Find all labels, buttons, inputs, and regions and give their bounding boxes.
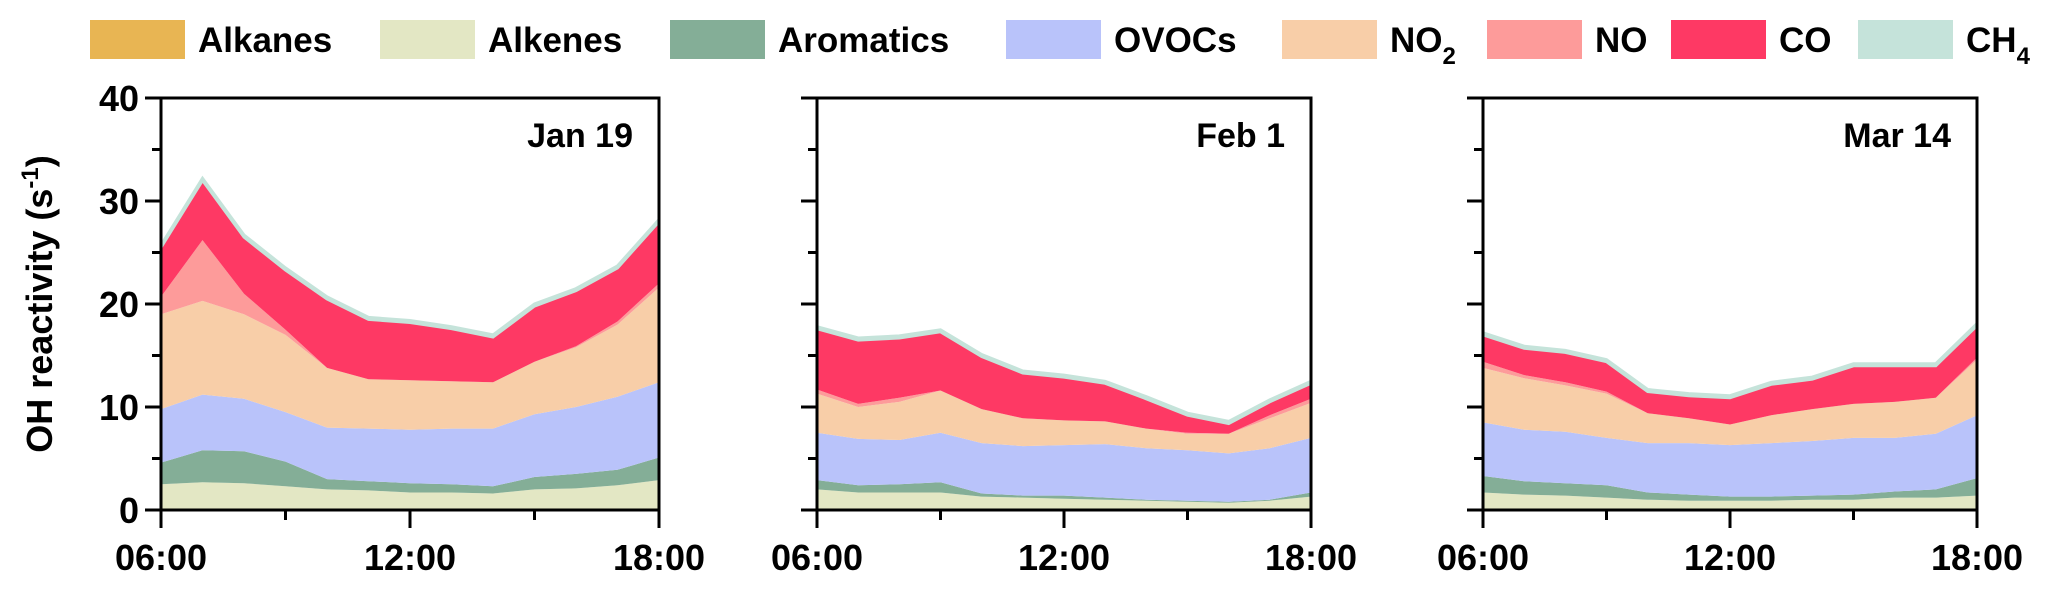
legend-label-no2: NO2 bbox=[1390, 21, 1456, 70]
legend-text: Aromatics bbox=[778, 21, 949, 60]
area-alkenes bbox=[817, 489, 1311, 510]
legend-label-alkanes: Alkanes bbox=[198, 21, 332, 60]
legend-text: NO bbox=[1390, 21, 1443, 60]
legend: Alkanes Alkenes Aromatics OVOCs NO2 NO CO CH4 bbox=[90, 20, 2031, 70]
legend-text: NO bbox=[1595, 21, 1648, 60]
area-no2 bbox=[817, 390, 1311, 454]
area-ovocs bbox=[161, 382, 659, 487]
panels: 0 10 20 30 40 06:00 12:00 18:00 Jan 19 06:00 12:00… bbox=[99, 78, 2023, 578]
legend-text: OVOCs bbox=[1114, 21, 1237, 60]
legend-label-no: NO bbox=[1595, 21, 1648, 60]
area-aromatics bbox=[1483, 476, 1977, 501]
y-tick-label: 10 bbox=[99, 387, 139, 428]
legend-label-co: CO bbox=[1779, 21, 1832, 60]
legend-text: Alkanes bbox=[198, 21, 332, 60]
x-tick-label: 06:00 bbox=[771, 537, 863, 578]
y-tick-label: 40 bbox=[99, 78, 139, 119]
panel-3: 06:00 12:00 18:00 Mar 14 bbox=[1437, 96, 2023, 578]
legend-swatch-no2 bbox=[1282, 20, 1377, 59]
legend-label-alkenes: Alkenes bbox=[488, 21, 622, 60]
legend-label-ovocs: OVOCs bbox=[1114, 21, 1237, 60]
y-axis-label: OH reactivity (s-1) bbox=[17, 155, 60, 452]
area-co bbox=[161, 180, 659, 383]
legend-swatch-co bbox=[1671, 20, 1766, 59]
panel-title: Jan 19 bbox=[527, 117, 633, 155]
panel-title: Feb 1 bbox=[1196, 117, 1285, 155]
x-tick-label: 18:00 bbox=[613, 537, 705, 578]
x-tick-label: 06:00 bbox=[1437, 537, 1529, 578]
legend-text: CO bbox=[1779, 21, 1832, 60]
area-co bbox=[817, 328, 1311, 434]
legend-label-ch4: CH4 bbox=[1966, 21, 2031, 70]
legend-swatch-ch4 bbox=[1858, 20, 1953, 59]
legend-swatch-alkenes bbox=[380, 20, 475, 59]
area-co bbox=[1483, 325, 1977, 425]
x-tick-label: 06:00 bbox=[115, 537, 207, 578]
x-tick-label: 18:00 bbox=[1265, 537, 1357, 578]
legend-swatch-no bbox=[1487, 20, 1582, 59]
area-no2 bbox=[161, 287, 659, 430]
panel-2: 06:00 12:00 18:00 Feb 1 bbox=[771, 96, 1357, 578]
y-tick-label: 30 bbox=[99, 181, 139, 222]
legend-swatch-ovocs bbox=[1006, 20, 1101, 59]
panel-1: 0 10 20 30 40 06:00 12:00 18:00 Jan 19 bbox=[99, 78, 705, 578]
legend-text: Alkenes bbox=[488, 21, 622, 60]
legend-label-aromatics: Aromatics bbox=[778, 21, 949, 60]
legend-text: CH bbox=[1966, 21, 2017, 60]
area-no bbox=[161, 240, 659, 383]
legend-swatch-alkanes bbox=[90, 20, 185, 59]
area-aromatics bbox=[161, 450, 659, 494]
legend-subscript: 2 bbox=[1443, 43, 1456, 70]
x-tick-label: 18:00 bbox=[1931, 537, 2023, 578]
area-no2 bbox=[1483, 359, 1977, 446]
area-alkenes bbox=[161, 480, 659, 510]
panel-title: Mar 14 bbox=[1843, 117, 1951, 155]
area-aromatics bbox=[817, 480, 1311, 503]
y-tick-label: 0 bbox=[119, 490, 139, 531]
area-ovocs bbox=[817, 432, 1311, 502]
x-tick-label: 12:00 bbox=[364, 537, 456, 578]
area-ovocs bbox=[1483, 415, 1977, 497]
area-alkenes bbox=[1483, 492, 1977, 510]
legend-subscript: 4 bbox=[2017, 43, 2031, 70]
x-tick-label: 12:00 bbox=[1018, 537, 1110, 578]
legend-swatch-aromatics bbox=[670, 20, 765, 59]
y-tick-label: 20 bbox=[99, 284, 139, 325]
x-tick-label: 12:00 bbox=[1684, 537, 1776, 578]
